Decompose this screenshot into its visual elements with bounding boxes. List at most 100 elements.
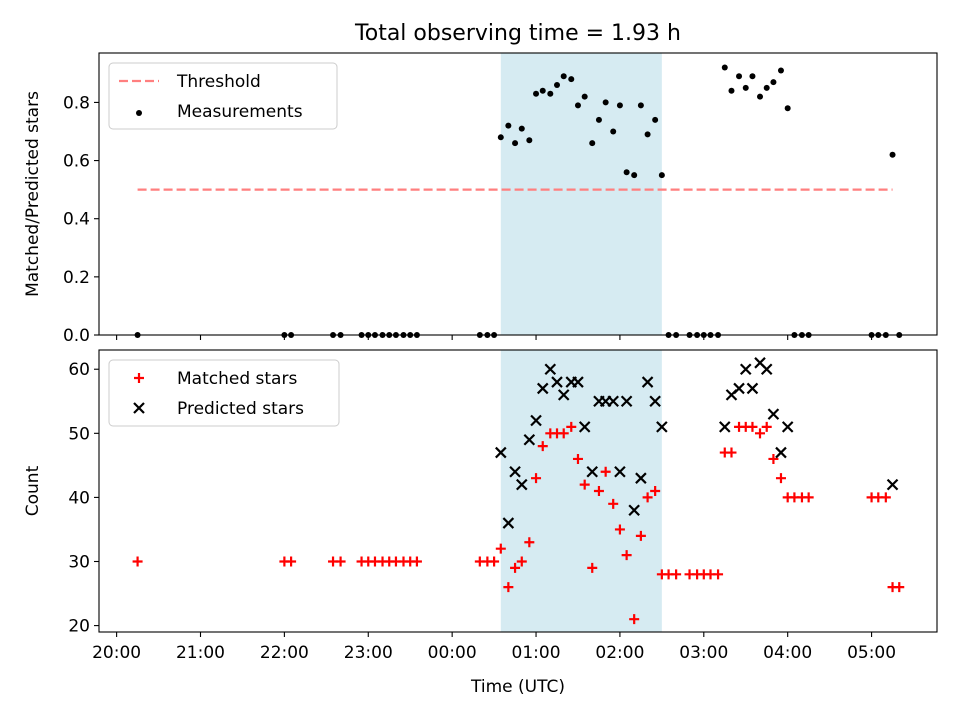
- count-panel: 20 30 40 50 60 Count 20:00 21:00 22:00 23:00 00:00…: [23, 349, 938, 697]
- matched-star-point: [593, 486, 604, 496]
- measurement-point: [533, 90, 540, 97]
- legend-label: Measurements: [177, 102, 303, 122]
- x-tick-label: 23:00: [344, 643, 393, 663]
- legend-measurement-swatch: [136, 110, 142, 116]
- measurement-point: [581, 93, 588, 100]
- measurement-point: [784, 105, 791, 112]
- y-tick-label: 20: [68, 617, 90, 637]
- x-tick-label: 21:00: [176, 643, 225, 663]
- matched-star-point: [768, 453, 779, 464]
- predicted-star-point: [739, 363, 752, 376]
- shaded-region: [500, 350, 662, 632]
- matched-star-point: [642, 492, 653, 503]
- measurement-point: [616, 102, 623, 109]
- matched-star-point: [755, 428, 766, 439]
- legend-matched-swatch: [134, 373, 144, 383]
- measurement-point: [547, 90, 554, 97]
- predicted-star-point: [628, 504, 640, 517]
- measurement-point: [526, 137, 533, 144]
- y-tick-label: 0.8: [63, 93, 90, 113]
- y-tick-label: 50: [68, 424, 90, 444]
- measurement-point: [623, 169, 630, 176]
- predicted-star-point: [641, 376, 654, 388]
- y-tick-label: 0.0: [63, 326, 90, 346]
- x-tick-label: 04:00: [763, 643, 812, 663]
- matched-star-point: [713, 569, 724, 580]
- predicted-star-point: [614, 465, 626, 478]
- matched-star-point: [558, 428, 569, 439]
- measurement-point: [757, 93, 764, 100]
- measurement-point: [631, 172, 638, 179]
- y-axis-label: Matched/Predicted stars: [23, 91, 43, 297]
- matched-star-point: [803, 492, 814, 503]
- measurement-point: [658, 172, 665, 179]
- predicted-star-point: [886, 478, 899, 491]
- predicted-star-point: [607, 395, 619, 408]
- measurement-point: [742, 84, 749, 91]
- predicted-star-point: [551, 376, 563, 388]
- predicted-star-point: [718, 421, 731, 433]
- y-tick-label: 60: [68, 360, 90, 380]
- predicted-star-point: [620, 395, 633, 408]
- y-tick-label: 40: [68, 488, 90, 508]
- y-tick-label: 0.6: [63, 152, 90, 172]
- matched-star-point: [650, 486, 661, 496]
- measurement-point: [637, 102, 644, 109]
- predicted-star-point: [656, 421, 668, 433]
- predicted-star-point: [767, 408, 780, 420]
- matched-star-point: [614, 524, 625, 535]
- predicted-star-point: [635, 472, 647, 484]
- predicted-star-point: [557, 389, 570, 401]
- y-tick-label: 0.4: [63, 210, 90, 230]
- legend-label: Matched stars: [177, 369, 297, 389]
- x-tick-label: 22:00: [260, 643, 309, 663]
- matched-star-point: [761, 421, 772, 432]
- predicted-star-point: [509, 465, 521, 478]
- predicted-star-point: [733, 382, 745, 395]
- legend-label: Predicted stars: [177, 399, 304, 419]
- figure-title: Total observing time = 1.93 h: [354, 21, 681, 46]
- matched-star-point: [531, 473, 542, 484]
- measurement-point: [652, 116, 659, 123]
- measurement-point: [539, 87, 546, 94]
- predicted-star-point: [781, 421, 794, 433]
- measurement-point: [889, 151, 896, 158]
- measurement-point: [574, 102, 581, 109]
- predicted-star-point: [775, 446, 787, 459]
- matched-star-point: [726, 447, 737, 458]
- predicted-star-point: [586, 465, 599, 478]
- axes-frame: [98, 349, 938, 633]
- matched-star-point: [775, 473, 786, 484]
- measurement-point: [512, 140, 519, 147]
- measurement-point: [749, 73, 756, 80]
- x-tick-label: 05:00: [847, 643, 896, 663]
- matched-star-point: [621, 550, 632, 561]
- matched-star-point: [537, 441, 548, 452]
- predicted-star-point: [502, 517, 515, 529]
- y-tick-label: 0.2: [63, 268, 90, 288]
- measurement-point: [560, 73, 567, 80]
- matched-star-point: [880, 492, 891, 503]
- measurement-point: [554, 81, 561, 88]
- matched-star-point: [600, 466, 611, 477]
- matched-star-point: [608, 498, 619, 509]
- x-tick-label: 20:00: [92, 643, 141, 663]
- measurement-point: [763, 84, 770, 91]
- predicted-star-point: [578, 421, 591, 433]
- predicted-star-point: [515, 478, 528, 491]
- legend-label: Threshold: [176, 72, 261, 92]
- measurement-point: [595, 116, 602, 123]
- measurement-point: [721, 64, 728, 71]
- measurement-point: [602, 99, 609, 106]
- measurement-point: [505, 122, 512, 129]
- ratio-panel: 0.0 0.2 0.4 0.6 0.8 Matched/Predicted stars Th…: [23, 52, 938, 346]
- predicted-star-point: [544, 363, 557, 376]
- matched-star-point: [286, 556, 297, 567]
- measurement-point: [518, 125, 525, 132]
- predicted-star-point: [572, 376, 584, 388]
- shaded-region: [500, 53, 662, 335]
- matched-star-point: [335, 556, 346, 567]
- measurement-point: [728, 87, 735, 94]
- matched-star-point: [503, 582, 514, 593]
